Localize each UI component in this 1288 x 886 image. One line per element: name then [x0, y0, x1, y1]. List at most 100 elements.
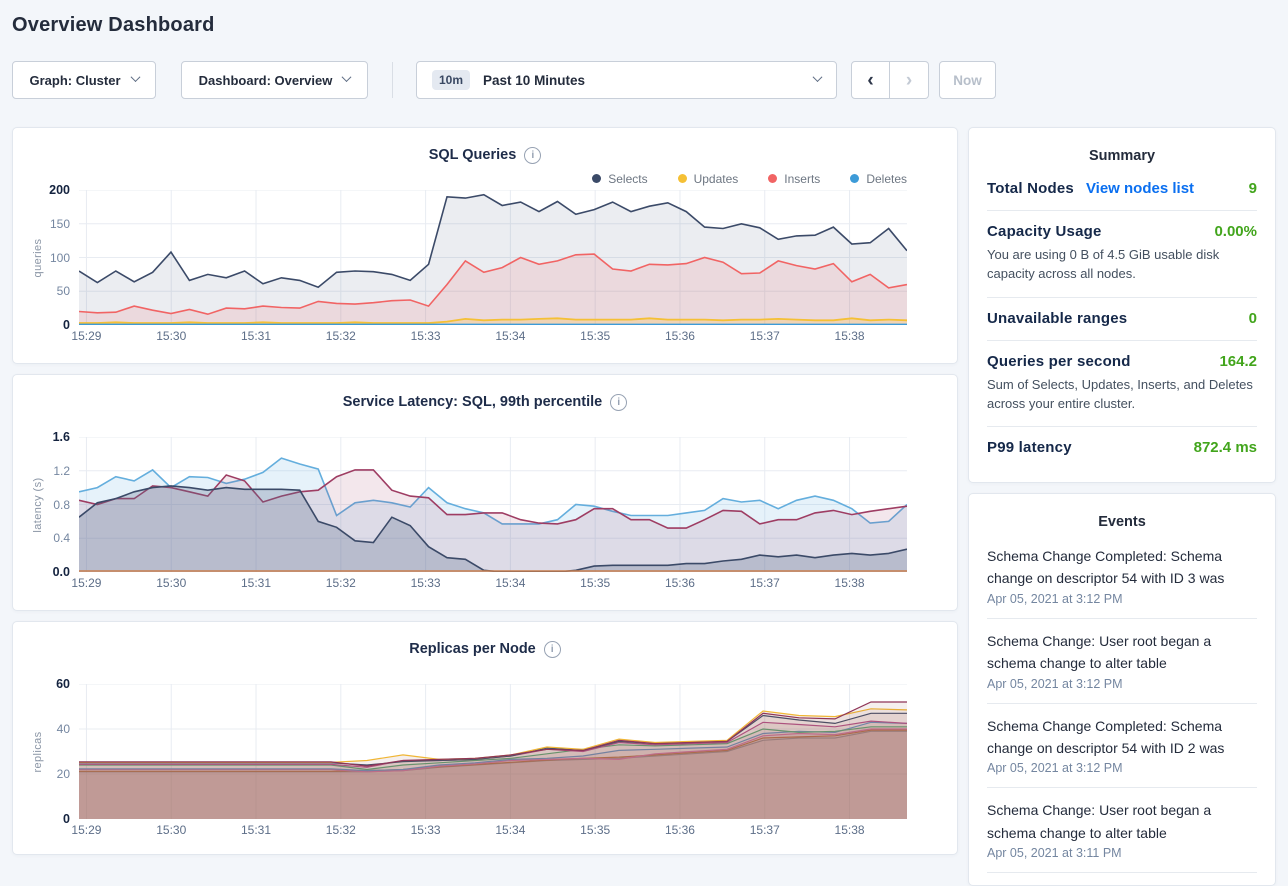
event-message: Schema Change: User root began a schema …	[987, 802, 1212, 841]
info-icon[interactable]: i	[524, 146, 542, 164]
selects-line	[79, 195, 907, 288]
service-latency-plot[interactable]	[79, 437, 907, 572]
y-tick: 200	[49, 183, 70, 197]
p99-latency-value: 872.4 ms	[1193, 439, 1257, 457]
replicas-per-node-plot[interactable]	[79, 684, 907, 819]
time-next-button[interactable]: ›	[890, 61, 929, 99]
sql-queries-plot[interactable]	[79, 190, 907, 325]
info-icon[interactable]: i	[610, 393, 628, 411]
event-item[interactable]: Schema Change Completed: Schema change o…	[987, 534, 1257, 619]
time-prev-button[interactable]: ‹	[851, 61, 890, 99]
page-header: Overview Dashboard	[0, 0, 1288, 37]
x-tick: 15:34	[495, 576, 526, 590]
x-tick: 15:36	[664, 329, 695, 343]
time-range-label: Past 10 Minutes	[483, 72, 586, 88]
view-nodes-list-link[interactable]: View nodes list	[1085, 180, 1195, 197]
y-tick: 0.4	[53, 531, 70, 546]
node-maroon-line	[79, 702, 907, 766]
event-item[interactable]: Schema Change: User root began a schema …	[987, 619, 1257, 704]
x-tick: 15:36	[664, 823, 695, 837]
time-range-select[interactable]: 10m Past 10 Minutes	[416, 61, 837, 99]
legend-label: Inserts	[784, 171, 821, 186]
page-title: Overview Dashboard	[12, 14, 215, 36]
chart-title-row: SQL Queries i	[13, 128, 957, 167]
info-icon[interactable]: i	[543, 640, 561, 658]
chart-title-row: Replicas per Node i	[13, 622, 957, 661]
legend-item-updates: Updates	[677, 172, 738, 186]
x-axis: 15:29 15:30 15:31 15:32 15:33 15:34 15:35 15:36…	[71, 572, 907, 592]
events-panel: Events Schema Change Completed: Schema c…	[968, 493, 1276, 886]
latency-maroon-line	[79, 470, 907, 528]
capacity-usage-description: You are using 0 B of 4.5 GiB usable disk…	[987, 247, 1220, 281]
y-tick: 0	[63, 318, 70, 332]
inserts-line	[79, 254, 907, 314]
y-axis-label: queries	[32, 238, 44, 277]
y-tick: 1.6	[52, 430, 70, 444]
x-tick: 15:37	[749, 329, 780, 343]
y-tick: 0.8	[53, 497, 70, 512]
chart-legend	[13, 661, 957, 684]
chevron-down-icon	[341, 72, 352, 83]
y-tick: 150	[49, 216, 70, 231]
legend-label: Selects	[608, 171, 648, 186]
chart-title-row: Service Latency: SQL, 99th percentile i	[13, 375, 957, 414]
graph-dropdown[interactable]: Graph: Cluster	[12, 61, 156, 99]
events-list: Schema Change Completed: Schema change o…	[987, 534, 1257, 874]
y-axis-label: replicas	[32, 730, 44, 773]
event-timestamp: Apr 05, 2021 at 3:12 PM	[987, 761, 1123, 776]
qps-description: Sum of Selects, Updates, Inserts, and De…	[987, 376, 1253, 411]
legend-item-inserts: Inserts	[768, 172, 820, 186]
sidebar-column: Summary Total Nodes View nodes list 9 Ca…	[968, 127, 1276, 886]
x-tick: 15:38	[834, 576, 865, 590]
unavailable-ranges-label: Unavailable ranges	[987, 309, 1128, 327]
capacity-usage-label: Capacity Usage	[987, 223, 1102, 240]
time-nav-group: ‹ ›	[851, 61, 929, 99]
service-latency-panel: Service Latency: SQL, 99th percentile i …	[12, 374, 958, 611]
x-tick: 15:29	[71, 329, 102, 343]
x-tick: 15:33	[410, 576, 441, 590]
node-green-line	[79, 727, 907, 770]
event-timestamp: Apr 05, 2021 at 3:12 PM	[987, 676, 1123, 691]
x-tick: 15:30	[156, 329, 187, 343]
dashboard-dropdown[interactable]: Dashboard: Overview	[181, 61, 368, 99]
chart-title: SQL Queries	[428, 147, 517, 163]
x-tick: 15:32	[325, 576, 356, 590]
y-axis-label: latency (s)	[32, 476, 44, 533]
node-pink-line	[79, 729, 907, 772]
event-item[interactable]: Schema Change: User root began a schema …	[987, 788, 1257, 874]
now-button[interactable]: Now	[939, 61, 996, 99]
x-tick: 15:37	[749, 576, 780, 590]
p99-latency-label: P99 latency	[987, 439, 1072, 457]
chart-legend	[13, 414, 957, 437]
y-tick: 40	[56, 722, 70, 736]
x-tick: 15:35	[580, 823, 611, 837]
x-tick: 15:29	[71, 576, 102, 590]
unavailable-ranges-value: 0	[1248, 309, 1257, 327]
x-tick: 15:33	[410, 823, 441, 837]
legend-dot-icon	[592, 174, 602, 183]
time-range-badge: 10m	[432, 70, 471, 90]
chevron-down-icon	[812, 72, 823, 83]
x-tick: 15:30	[156, 576, 187, 590]
legend-item-deletes: Deletes	[850, 172, 907, 186]
y-tick: 20	[56, 767, 70, 781]
event-timestamp: Apr 05, 2021 at 3:12 PM	[987, 591, 1123, 606]
charts-column: SQL Queries i Selects Updates Inserts Delet…	[12, 127, 958, 855]
qps-label: Queries per second	[987, 352, 1131, 370]
event-item[interactable]: Schema Change Completed: Schema change o…	[987, 704, 1257, 789]
legend-item-selects: Selects	[592, 171, 648, 186]
x-tick: 15:35	[580, 329, 611, 343]
x-tick: 15:34	[495, 823, 526, 837]
sql-queries-chart: 0 50 100 150 200 queries	[32, 183, 907, 332]
chart-legend: Selects Updates Inserts Deletes	[13, 167, 957, 190]
y-tick: 0.0	[52, 565, 70, 579]
summary-row-total-nodes: Total Nodes View nodes list 9	[987, 168, 1257, 211]
x-tick: 15:32	[325, 329, 356, 343]
event-timestamp: Apr 05, 2021 at 3:11 PM	[987, 846, 1122, 861]
y-tick: 60	[56, 677, 70, 691]
summary-row-unavailable: Unavailable ranges 0	[987, 298, 1257, 341]
x-tick: 15:34	[495, 329, 526, 343]
x-tick: 15:31	[241, 576, 272, 590]
x-tick: 15:30	[156, 823, 187, 837]
x-tick: 15:29	[71, 823, 102, 837]
